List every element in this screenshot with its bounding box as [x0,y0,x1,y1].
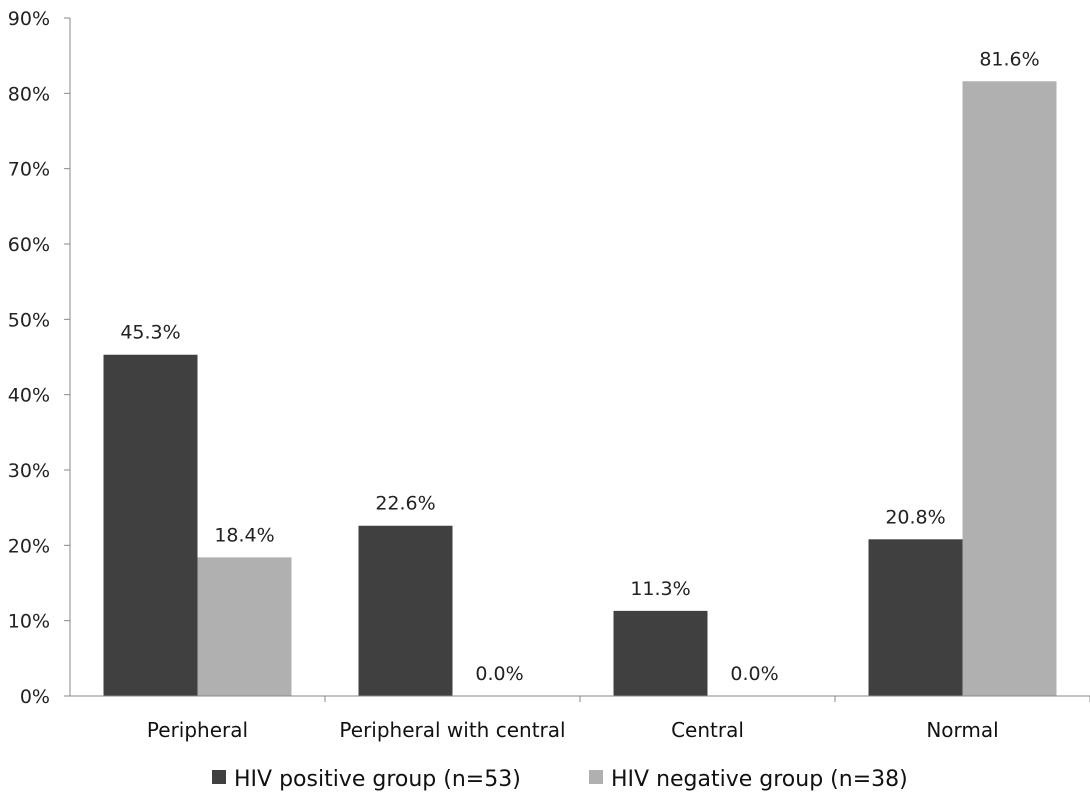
x-category-label: Peripheral with central [339,718,565,742]
legend-label: HIV positive group (n=53) [234,767,521,792]
y-tick-label: 30% [8,460,50,482]
y-tick-label: 20% [8,535,50,557]
data-label: 81.6% [979,48,1039,70]
y-tick-label: 10% [8,611,50,633]
y-tick-label: 40% [8,385,50,407]
data-label: 22.6% [375,493,435,515]
y-tick-label: 90% [8,8,50,30]
y-tick-label: 50% [8,309,50,331]
data-label: 11.3% [630,578,690,600]
bar-hiv-positive [868,539,963,696]
data-label: 18.4% [214,524,274,546]
y-axis: 0% 10% 20% 30% 40% 50% 60% 70% 80% 90% [8,8,71,708]
legend-swatch [589,770,603,784]
y-tick-label: 0% [20,686,50,708]
x-category-label: Peripheral [147,718,248,742]
bar-hiv-negative [197,557,292,696]
x-axis: Peripheral Peripheral with central Central… [70,695,1090,742]
bar-hiv-negative [962,81,1057,696]
bar-hiv-positive [103,354,198,696]
legend: HIV positive group (n=53) HIV negative gr… [212,767,908,792]
y-tick-label: 70% [8,159,50,181]
y-tick-label: 60% [8,234,50,256]
legend-label: HIV negative group (n=38) [611,767,908,792]
data-label: 0.0% [475,663,523,685]
bar-hiv-positive [613,610,708,696]
data-label: 20.8% [885,506,945,528]
legend-swatch [212,770,226,784]
x-category-label: Central [671,718,744,742]
data-labels: 45.3% 18.4% 22.6% 0.0% 11.3% 0.0% 20.8% 81.6% [120,48,1039,685]
x-category-label: Normal [926,718,998,742]
data-label: 0.0% [730,663,778,685]
bars [103,81,1057,696]
bar-hiv-positive [358,525,453,696]
data-label: 45.3% [120,322,180,344]
y-tick-label: 80% [8,83,50,105]
